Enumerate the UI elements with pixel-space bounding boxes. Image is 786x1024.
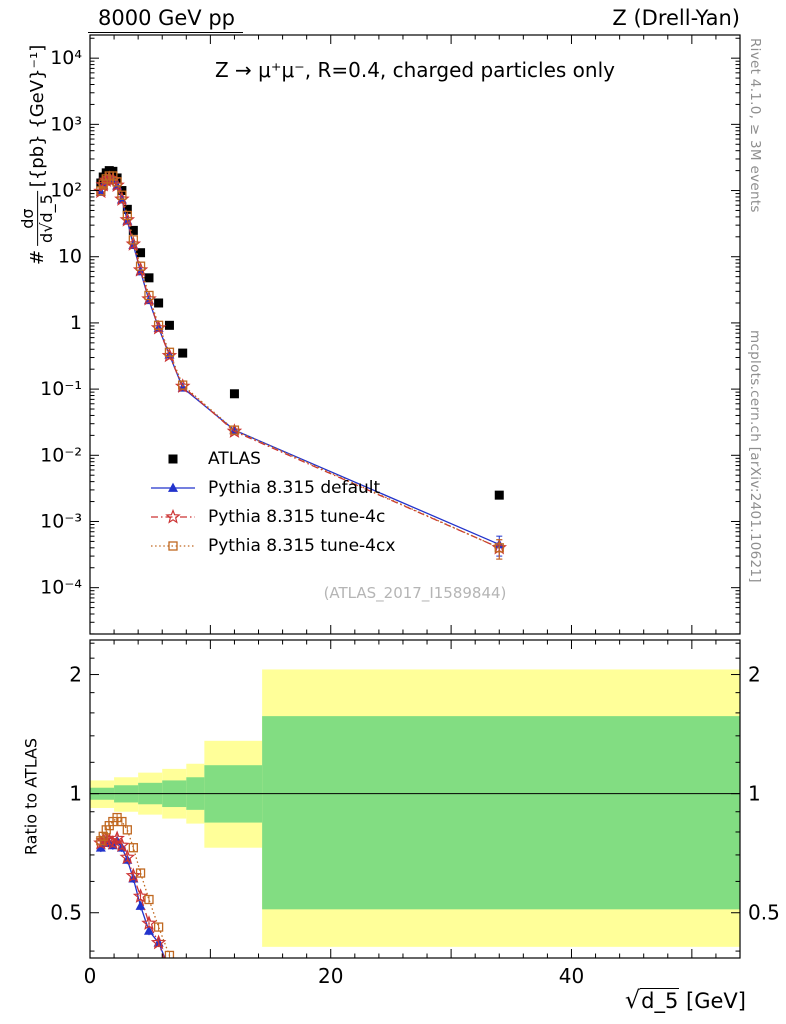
rivet-version-note: Rivet 4.1.0, ≥ 3M events <box>747 38 763 213</box>
legend-marker-open-star <box>151 508 195 524</box>
x-axis-variable: d_5 <box>640 988 680 1013</box>
legend-marker-filled-square <box>168 454 178 463</box>
svg-text:10⁻³: 10⁻³ <box>40 510 82 532</box>
svg-text:20: 20 <box>318 964 343 988</box>
analysis-id-watermark: (ATLAS_2017_I1589844) <box>323 584 507 602</box>
ratio-series-group <box>93 812 175 958</box>
svg-text:0.5: 0.5 <box>748 901 780 925</box>
svg-text:2: 2 <box>748 663 761 687</box>
plot-title: Z → μ⁺μ⁻, R=0.4, charged particles only <box>215 58 615 82</box>
axis-ticks <box>89 35 741 958</box>
ylabel-units: [{pb} {GeV}⁻¹] <box>27 44 48 188</box>
svg-text:10: 10 <box>58 246 82 268</box>
legend-label: Pythia 8.315 default <box>208 477 381 498</box>
legend-label: ATLAS <box>208 448 261 469</box>
ylabel-numerator: dσ <box>18 191 39 246</box>
svg-text:10²: 10² <box>50 180 82 202</box>
series-pythia-8-315-tune-4cx <box>96 171 504 560</box>
ratio-y-axis-label: Ratio to ATLAS <box>21 737 41 856</box>
legend-label: Pythia 8.315 tune-4cx <box>208 535 396 556</box>
ylabel-denominator: d√d_5 <box>37 194 57 243</box>
x-axis-units: [GeV] <box>679 989 746 1013</box>
main-panel-frame <box>89 34 741 635</box>
axis-tick-labels: 10⁴ 10³ 10² 10 1 10⁻¹ 10⁻² 10⁻³ 10⁻⁴ 0 20 40 2 2 1 1 0.5… <box>40 47 780 988</box>
process-label: Z (Drell-Yan) <box>612 6 740 30</box>
beam-energy-label: 8000 GeV pp <box>88 6 244 33</box>
svg-text:1: 1 <box>69 782 82 806</box>
svg-text:40: 40 <box>559 964 584 988</box>
legend-item: ATLAS <box>148 444 395 473</box>
svg-text:1: 1 <box>70 312 82 334</box>
legend-item: Pythia 8.315 default <box>148 473 395 502</box>
legend-marker-open-square <box>151 540 195 551</box>
svg-text:0: 0 <box>84 964 97 988</box>
legend-item: Pythia 8.315 tune-4c <box>148 502 395 531</box>
ratio-uncertainty-bands <box>90 669 740 947</box>
ylabel-fraction: dσ d√d_5 <box>18 191 57 246</box>
legend-item: Pythia 8.315 tune-4cx <box>148 531 395 560</box>
svg-text:0.5: 0.5 <box>50 901 82 925</box>
ratio-pythia-8-315-tune-4cx <box>96 812 175 958</box>
main-y-axis-label: # dσ d√d_5 [{pb} {GeV}⁻¹] <box>18 0 57 370</box>
sqrt-sign: √ <box>624 986 641 1014</box>
svg-text:10⁻⁴: 10⁻⁴ <box>40 577 82 599</box>
ratio-panel-frame <box>89 639 741 959</box>
legend: ATLAS Pythia 8.315 default Pythia 8.315 tu… <box>148 444 395 560</box>
svg-text:2: 2 <box>69 663 82 687</box>
main-series-group <box>93 166 507 560</box>
x-axis-label: √d_5 [GeV] <box>625 986 746 1014</box>
svg-text:10³: 10³ <box>50 113 82 135</box>
green-band <box>262 716 740 910</box>
ylabel-prefix: # <box>27 249 48 266</box>
legend-label: Pythia 8.315 tune-4c <box>208 506 386 527</box>
legend-marker-filled-triangle <box>151 482 195 492</box>
svg-text:10⁴: 10⁴ <box>50 47 82 69</box>
svg-text:10⁻²: 10⁻² <box>40 444 82 466</box>
svg-text:1: 1 <box>748 782 761 806</box>
mcplots-arxiv-note: mcplots.cern.ch [arXiv:2401.10621] <box>747 330 763 583</box>
svg-text:10⁻¹: 10⁻¹ <box>40 378 82 400</box>
ratio-pythia-8-315-tune-4c <box>93 830 167 958</box>
